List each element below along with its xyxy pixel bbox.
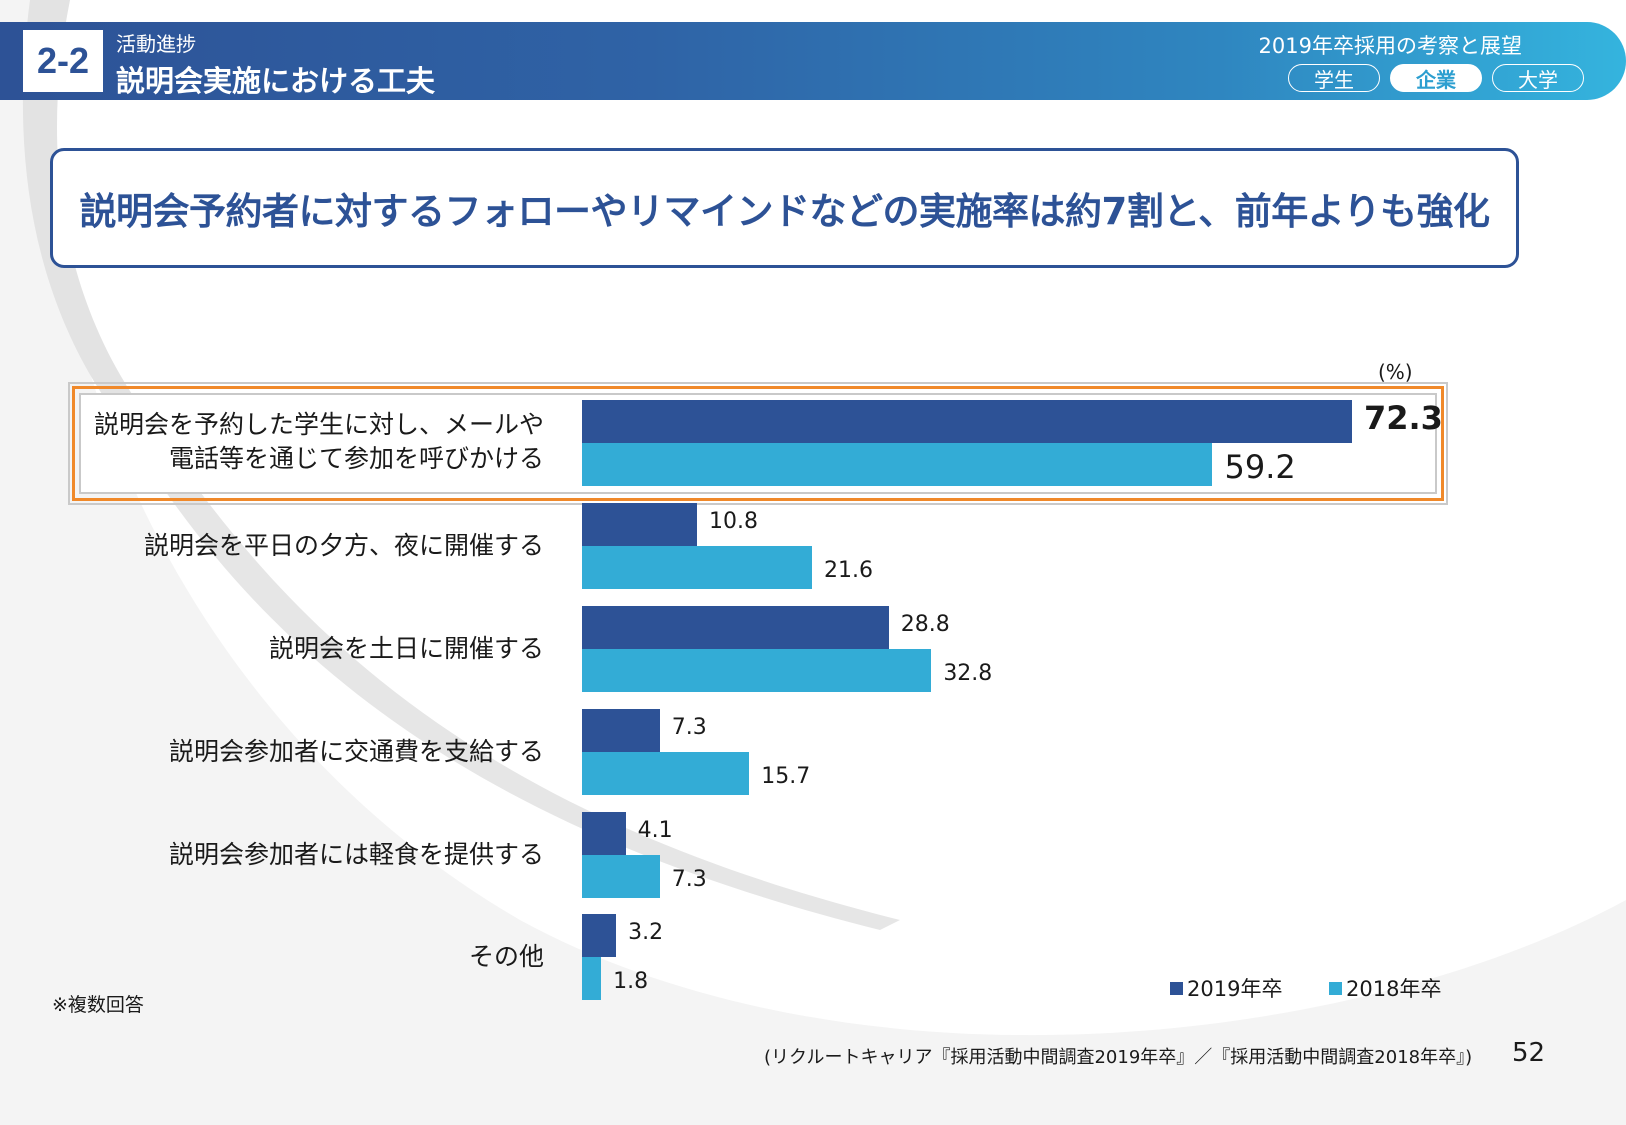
highlight-frame	[72, 386, 1444, 501]
page-number: 52	[1512, 1038, 1546, 1068]
value-label: 10.8	[709, 509, 758, 534]
source-citation: (リクルートキャリア『採用活動中間調査2019年卒』／『採用活動中間調査2018…	[764, 1047, 1473, 1068]
unit-label: (%)	[1378, 360, 1413, 384]
legend-swatch-2018	[1329, 981, 1342, 995]
section-title: 説明会実施における工夫	[116, 64, 436, 98]
category-label: 説明会参加者に交通費を支給する	[168, 737, 544, 766]
value-label: 1.8	[613, 969, 649, 994]
value-label: 7.3	[671, 867, 707, 892]
headline-box: 説明会予約者に対するフォローやリマインドなどの実施率は約7割と、前年よりも強化	[50, 148, 1519, 268]
tab-university[interactable]: 大学	[1492, 64, 1584, 92]
value-label: 15.7	[761, 764, 811, 789]
legend-label-2019: 2019年卒	[1187, 977, 1283, 1001]
audience-tabs: 学生 企業 大学	[1288, 64, 1584, 92]
category-label: 説明会を平日の夕方、夜に開催する	[143, 531, 544, 560]
bar-2018	[582, 443, 1213, 486]
value-label: 21.6	[824, 558, 874, 583]
value-label: 3.2	[628, 920, 664, 945]
section-number-badge: 2-2	[23, 30, 103, 92]
bar-2019	[582, 503, 698, 546]
legend-item-2018: 2018年卒	[1329, 973, 1441, 1003]
legend-swatch-2019	[1170, 981, 1183, 995]
footnote: ※複数回答	[52, 994, 144, 1016]
value-label: 59.2	[1224, 448, 1296, 486]
category-label: 説明会を予約した学生に対し、メールや 電話等を通じて参加を呼びかける	[93, 410, 544, 473]
headline-text: 説明会予約者に対するフォローやリマインドなどの実施率は約7割と、前年よりも強化	[79, 190, 1490, 233]
report-title: 2019年卒採用の考察と展望	[1258, 34, 1522, 58]
value-label: 72.3	[1363, 399, 1443, 437]
bar-2018	[582, 546, 813, 589]
highlight-frame-outer	[68, 382, 1448, 505]
bar-2018	[582, 649, 932, 692]
bar-2018	[582, 855, 660, 898]
value-label: 32.8	[943, 661, 993, 686]
value-label: 7.3	[671, 715, 707, 740]
category-label: 説明会を土日に開催する	[268, 634, 544, 663]
legend-item-2019: 2019年卒	[1170, 973, 1282, 1003]
bar-2019	[582, 914, 617, 957]
legend-label-2018: 2018年卒	[1346, 977, 1442, 1001]
category-label: その他	[468, 942, 544, 971]
tab-company[interactable]: 企業	[1390, 64, 1482, 92]
value-label: 4.1	[637, 818, 673, 843]
value-label: 28.8	[900, 612, 950, 637]
bar-2018	[582, 752, 750, 795]
bar-2019	[582, 400, 1352, 443]
section-label: 活動進捗	[116, 32, 196, 56]
header-bar	[0, 22, 1626, 100]
bar-2018	[582, 957, 602, 1000]
bar-2019	[582, 812, 626, 855]
tab-student[interactable]: 学生	[1288, 64, 1380, 92]
bar-2019	[582, 709, 660, 752]
bar-2019	[582, 606, 889, 649]
category-label: 説明会参加者には軽食を提供する	[168, 840, 544, 869]
